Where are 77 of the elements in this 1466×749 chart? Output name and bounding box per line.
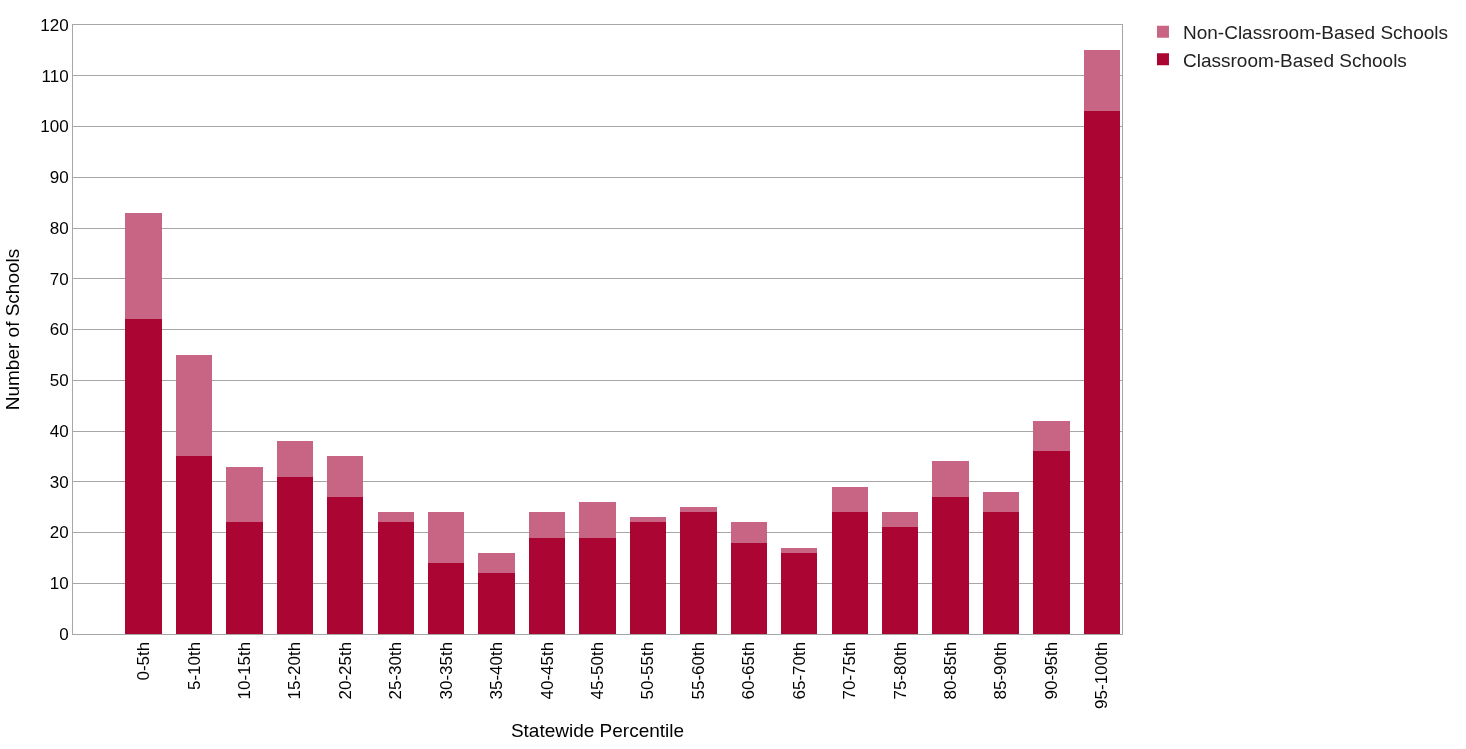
bar	[781, 547, 818, 553]
bar	[579, 537, 616, 634]
y-tick-label: 40	[49, 421, 69, 441]
y-tick-label: 10	[49, 574, 69, 594]
x-tick-label: 15-20th	[285, 641, 305, 700]
y-tick-label: 0	[59, 624, 69, 644]
y-tick-label: 120	[40, 15, 69, 35]
legend-label: Non-Classroom-Based Schools	[1182, 22, 1449, 44]
y-tick-label: 90	[49, 168, 69, 188]
bar	[881, 527, 919, 634]
x-tick-label: 70-75th	[840, 641, 860, 700]
bar	[377, 522, 414, 634]
x-tick-label: 0-5th	[134, 641, 154, 681]
bar	[932, 496, 969, 634]
y-tick-label: 100	[40, 117, 69, 137]
bar	[125, 212, 162, 320]
y-tick-label: 110	[41, 66, 69, 86]
bar	[629, 522, 667, 634]
bar	[1033, 420, 1070, 452]
bar	[1083, 50, 1120, 112]
bar	[125, 319, 162, 634]
bar	[881, 512, 919, 528]
y-tick-label: 70	[49, 269, 69, 289]
y-tick-label: 20	[49, 523, 69, 543]
x-tick-label: 95-100th	[1092, 641, 1112, 709]
bar	[226, 522, 263, 634]
x-tick-label: 60-65th	[739, 641, 759, 700]
x-tick-label: 10-15th	[234, 641, 254, 700]
bar	[932, 461, 969, 497]
x-tick-label: 75-80th	[890, 641, 910, 700]
bar	[428, 562, 465, 634]
x-tick-label: 85-90th	[991, 641, 1011, 700]
bar	[831, 512, 868, 634]
bar	[629, 517, 667, 523]
y-tick-label: 80	[49, 218, 69, 238]
x-tick-label: 80-85th	[941, 641, 961, 700]
bar	[831, 486, 868, 513]
bar	[276, 441, 314, 477]
bar	[730, 522, 767, 543]
x-tick-label: 5-10th	[184, 641, 204, 690]
x-tick-label: 50-55th	[638, 641, 658, 700]
x-tick-label: 90-95th	[1041, 641, 1061, 700]
x-tick-label: 65-70th	[789, 641, 809, 700]
bar	[327, 456, 364, 497]
bar	[982, 491, 1020, 513]
x-tick-label: 45-50th	[588, 641, 608, 700]
bar	[175, 456, 213, 634]
x-tick-label: 30-35th	[436, 641, 456, 700]
x-tick-label: 55-60th	[688, 641, 708, 700]
x-axis-title: Statewide Percentile	[510, 719, 685, 741]
y-tick-label: 30	[49, 472, 69, 492]
bar	[680, 507, 717, 513]
y-tick-label: 50	[49, 371, 69, 391]
bar	[528, 512, 566, 538]
y-tick-label: 60	[49, 320, 69, 340]
x-tick-label: 25-30th	[386, 641, 406, 700]
bar	[428, 512, 465, 563]
bar	[982, 512, 1020, 634]
bar	[1083, 111, 1120, 634]
bar	[478, 552, 515, 574]
bar	[680, 512, 717, 634]
bar	[226, 466, 263, 523]
bar	[327, 496, 364, 634]
bar	[579, 502, 616, 538]
bar	[781, 552, 818, 634]
legend-label: Classroom-Based Schools	[1182, 49, 1407, 71]
x-tick-label: 20-25th	[335, 641, 355, 700]
x-tick-label: 35-40th	[487, 641, 507, 700]
bar	[276, 476, 314, 634]
bar	[175, 354, 213, 457]
x-tick-label: 40-45th	[537, 641, 557, 700]
bar	[377, 512, 414, 523]
bar	[1033, 451, 1070, 634]
bar	[478, 573, 515, 634]
bar	[528, 537, 566, 634]
bar	[730, 542, 767, 634]
y-axis-title: Number of Schools	[2, 248, 24, 411]
